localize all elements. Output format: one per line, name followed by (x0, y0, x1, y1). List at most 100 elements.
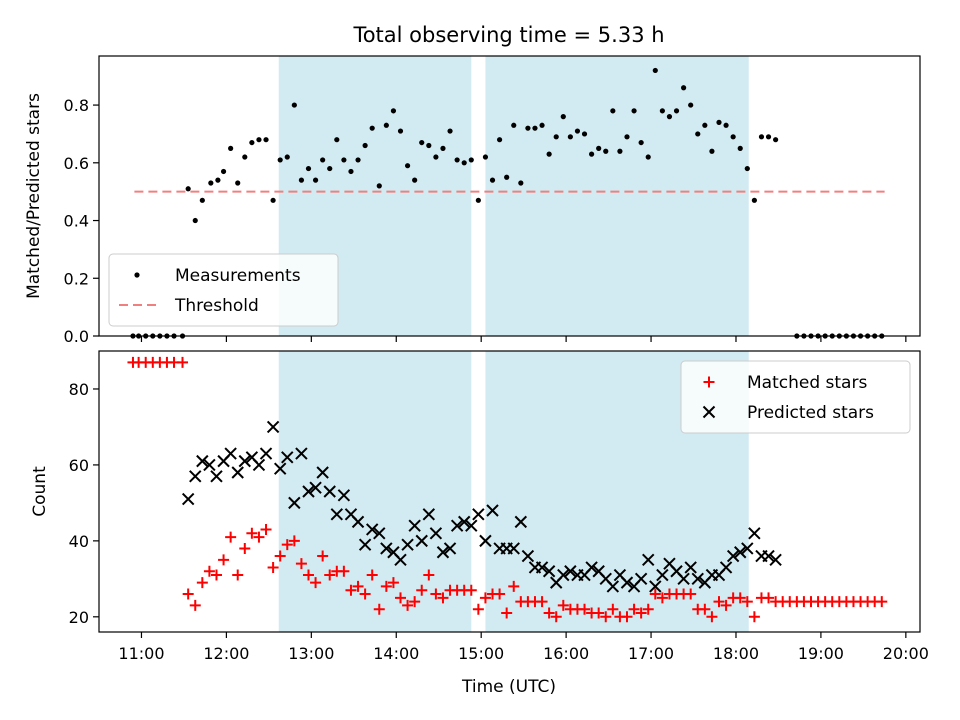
data-point (734, 546, 747, 559)
data-point (316, 466, 329, 479)
data-point (617, 148, 623, 154)
data-point (215, 177, 221, 183)
x-tick-label: 12:00 (203, 644, 249, 663)
legend-box (680, 360, 911, 434)
data-point (266, 420, 280, 434)
data-point (677, 572, 690, 586)
panel-count: 20 40 60 80 11:00 12:00 13:00 14:00 15:00 16:00 17… (30, 350, 929, 663)
data-point (642, 553, 655, 567)
data-point (709, 148, 715, 154)
data-point (324, 569, 336, 581)
data-point (302, 485, 315, 498)
data-point (232, 569, 244, 581)
data-point (225, 531, 237, 543)
data-point (518, 180, 524, 186)
data-point (543, 607, 555, 619)
data-point (685, 588, 697, 600)
data-point (231, 466, 244, 479)
data-point (634, 572, 648, 586)
data-point (631, 108, 637, 114)
data-point (574, 128, 581, 134)
y-tick-label: 60 (69, 456, 89, 475)
data-point (765, 134, 772, 140)
data-point (494, 588, 506, 600)
data-point (876, 596, 888, 608)
data-point (642, 603, 654, 615)
data-point (412, 177, 418, 183)
data-point (426, 142, 432, 149)
data-point (496, 137, 503, 143)
data-point (730, 134, 736, 140)
data-point (489, 177, 496, 183)
data-point (249, 139, 255, 146)
data-point (737, 145, 743, 151)
data-point (695, 131, 701, 137)
data-point (472, 603, 484, 615)
data-point (429, 527, 443, 540)
data-point (182, 588, 194, 600)
data-point (312, 177, 319, 183)
data-point (338, 565, 350, 577)
data-point (404, 163, 411, 169)
data-point (189, 599, 201, 611)
data-point (486, 504, 499, 517)
data-point (748, 527, 761, 540)
data-point (192, 217, 198, 224)
data-point (373, 603, 385, 615)
legend-label: Threshold (174, 296, 259, 316)
data-point (288, 496, 301, 510)
legend-label: Predicted stars (747, 403, 874, 423)
data-point (355, 157, 361, 163)
data-point (203, 458, 216, 472)
data-point (763, 592, 775, 604)
axes-frame (98, 55, 921, 337)
data-point (762, 549, 775, 563)
series-predicted-stars (181, 420, 782, 593)
data-point (317, 550, 329, 562)
data-point (479, 534, 492, 548)
y-tick-label: 0.2 (64, 269, 89, 288)
data-point (468, 157, 474, 163)
data-point (596, 145, 602, 151)
panel-ratio: 0.0 0.2 0.4 0.6 0.8 Matched/Predicted stars Me… (24, 55, 921, 346)
data-point (581, 131, 588, 137)
data-point (535, 561, 549, 574)
data-point (242, 154, 248, 160)
data-point (504, 174, 510, 180)
data-point (649, 580, 662, 593)
x-tick-label: 19:00 (798, 644, 844, 663)
data-point (600, 611, 612, 623)
data-point (560, 114, 566, 120)
data-point (748, 611, 760, 623)
data-point (210, 470, 223, 483)
data-point (744, 165, 750, 172)
chart-title: Total observing time = 5.33 h (352, 23, 664, 47)
data-point (387, 577, 399, 589)
data-point (263, 137, 269, 143)
data-point (706, 611, 718, 623)
data-point (419, 139, 425, 146)
observing-window-2 (485, 56, 749, 336)
legend-swatch (702, 405, 716, 419)
data-point (305, 165, 312, 172)
data-point (267, 561, 279, 573)
x-tick-label: 11:00 (118, 644, 164, 663)
data-point (310, 577, 322, 589)
data-point (501, 607, 513, 619)
data-point (433, 154, 439, 160)
data-point (281, 451, 294, 464)
data-point (358, 538, 372, 551)
data-point (199, 197, 205, 203)
data-point (394, 553, 407, 567)
data-point (359, 588, 371, 600)
data-point (450, 519, 464, 532)
data-point (656, 568, 669, 582)
data-point (652, 67, 658, 74)
data-point (550, 611, 562, 623)
x-tick-label: 17:00 (628, 644, 674, 663)
data-point (351, 515, 365, 529)
data-point (366, 569, 378, 581)
data-point (589, 151, 595, 157)
data-point (525, 125, 531, 131)
data-point (235, 180, 241, 186)
